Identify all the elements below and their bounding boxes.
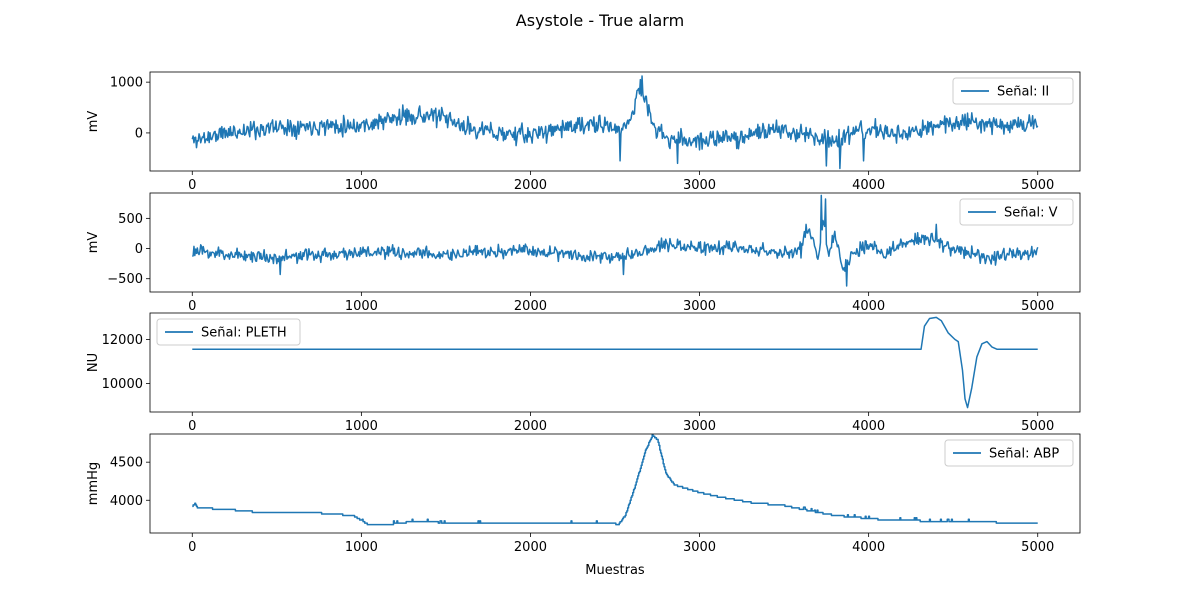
x-tick-label: 3000	[683, 299, 716, 314]
x-tick-label: 0	[188, 419, 196, 434]
legend-box	[156, 318, 301, 346]
axes-frame	[149, 192, 1081, 293]
x-tick-label: 2000	[514, 178, 547, 193]
y-tick-label: 1000	[110, 76, 143, 91]
x-axis-label: Muestras	[585, 563, 645, 578]
legend-box	[959, 198, 1074, 226]
y-tick-label: 0	[135, 242, 143, 257]
y-tick-label: 500	[118, 212, 143, 227]
x-tick-label: 2000	[514, 540, 547, 555]
legend: Señal: ABP	[944, 439, 1074, 467]
x-tick-label: 1000	[345, 540, 378, 555]
series-line	[192, 316, 1038, 409]
y-axis-label: mV	[86, 111, 101, 133]
legend-box	[952, 77, 1074, 105]
x-tick-label: 5000	[1021, 540, 1054, 555]
x-tick-label: 1000	[345, 419, 378, 434]
x-tick-label: 4000	[852, 540, 885, 555]
x-tick-label: 0	[188, 299, 196, 314]
x-tick-label: 2000	[514, 299, 547, 314]
x-tick-label: 4000	[852, 299, 885, 314]
series-line	[192, 194, 1039, 287]
x-tick-label: 4000	[852, 419, 885, 434]
legend-label: Señal: V	[1004, 206, 1058, 221]
series-line	[192, 434, 1038, 526]
axes-frame	[149, 312, 1081, 413]
y-tick-label: 4500	[110, 456, 143, 471]
y-axis-label: mmHg	[86, 462, 101, 505]
y-tick-label: 0	[135, 126, 143, 141]
x-tick-label: 5000	[1021, 419, 1054, 434]
subplot-2: 0 1000 2000 3000 4000 5000 −500 0 500 mV Señal: V	[86, 192, 1081, 314]
x-tick-label: 3000	[683, 540, 716, 555]
x-tick-label: 1000	[345, 299, 378, 314]
axes-frame	[149, 433, 1081, 534]
legend-label: Señal: ABP	[989, 447, 1059, 462]
subplot-1: 0 1000 2000 3000 4000 5000 0 1000 mV Señal: II	[86, 71, 1081, 193]
legend-label: Señal: PLETH	[201, 326, 287, 341]
x-tick-label: 4000	[852, 178, 885, 193]
axes-frame	[149, 71, 1081, 172]
legend: Señal: II	[952, 77, 1074, 105]
x-tick-label: 3000	[683, 178, 716, 193]
x-tick-label: 1000	[345, 178, 378, 193]
y-axis-label: mV	[86, 232, 101, 254]
y-tick-label: 12000	[102, 333, 143, 348]
chart-title: Asystole - True alarm	[516, 11, 684, 30]
y-tick-label: −500	[107, 272, 143, 287]
x-tick-label: 0	[188, 540, 196, 555]
series-line	[191, 75, 1039, 170]
x-tick-label: 0	[188, 178, 196, 193]
legend-box	[944, 439, 1074, 467]
x-tick-label: 3000	[683, 419, 716, 434]
y-tick-label: 4000	[110, 494, 143, 509]
subplot-4: 0 1000 2000 3000 4000 5000 4000 4500 mmHg Señal: …	[86, 433, 1081, 555]
y-axis-label: NU	[86, 353, 101, 372]
legend: Señal: PLETH	[156, 318, 301, 346]
legend: Señal: V	[959, 198, 1074, 226]
legend-label: Señal: II	[997, 85, 1049, 100]
x-tick-label: 5000	[1021, 299, 1054, 314]
y-tick-label: 10000	[102, 377, 143, 392]
x-tick-label: 2000	[514, 419, 547, 434]
x-tick-label: 5000	[1021, 178, 1054, 193]
